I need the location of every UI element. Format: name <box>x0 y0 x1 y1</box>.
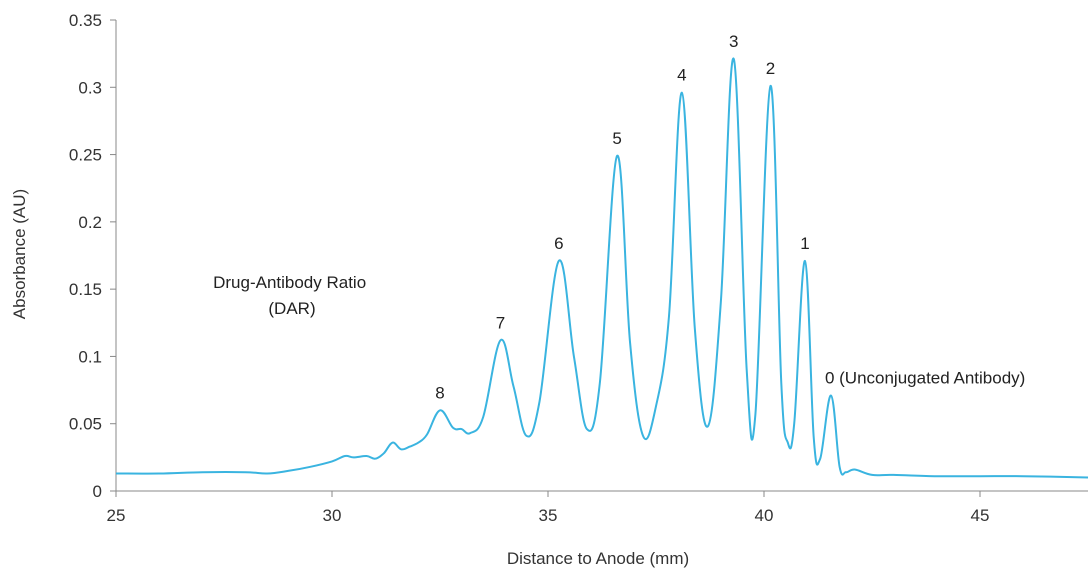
y-tick-label: 0.05 <box>69 415 102 434</box>
y-axis-title: Absorbance (AU) <box>10 189 29 319</box>
y-tick-label: 0.25 <box>69 146 102 165</box>
peak-label: 6 <box>554 234 563 253</box>
absorbance-series-line <box>115 57 1089 479</box>
dar-annotation-line-2: (DAR) <box>268 299 315 318</box>
dar-annotation: Drug-Antibody Ratio (DAR) <box>213 273 371 318</box>
y-tick-label: 0.35 <box>69 11 102 30</box>
y-tick-label: 0.15 <box>69 280 102 299</box>
peak-label: 2 <box>766 59 775 78</box>
y-tick-label: 0 <box>93 482 102 501</box>
peak-label: 5 <box>612 129 621 148</box>
x-axis-title: Distance to Anode (mm) <box>507 549 689 568</box>
peak-label: 4 <box>677 66 686 85</box>
x-tick-label: 40 <box>755 506 774 525</box>
peak-label: 0 (Unconjugated Antibody) <box>825 368 1025 387</box>
x-tick-label: 35 <box>539 506 558 525</box>
peak-label: 8 <box>435 383 444 402</box>
x-tick-label: 25 <box>107 506 126 525</box>
peak-label: 3 <box>729 32 738 51</box>
y-tick-label: 0.3 <box>78 78 102 97</box>
y-axis-ticks: 0 0.05 0.1 0.15 0.2 0.25 0.3 0.35 <box>69 11 116 501</box>
axes <box>115 20 1088 492</box>
y-tick-label: 0.1 <box>78 347 102 366</box>
peak-labels: 8 7 6 5 4 3 2 1 0 (Unconjugated Antibody) <box>435 32 1025 402</box>
dar-annotation-line-1: Drug-Antibody Ratio <box>213 273 366 292</box>
x-tick-label: 45 <box>971 506 990 525</box>
peak-label: 1 <box>800 234 809 253</box>
x-axis-ticks: 25 30 35 40 45 <box>107 491 990 525</box>
y-tick-label: 0.2 <box>78 213 102 232</box>
x-tick-label: 30 <box>323 506 342 525</box>
peak-label: 7 <box>496 313 505 332</box>
